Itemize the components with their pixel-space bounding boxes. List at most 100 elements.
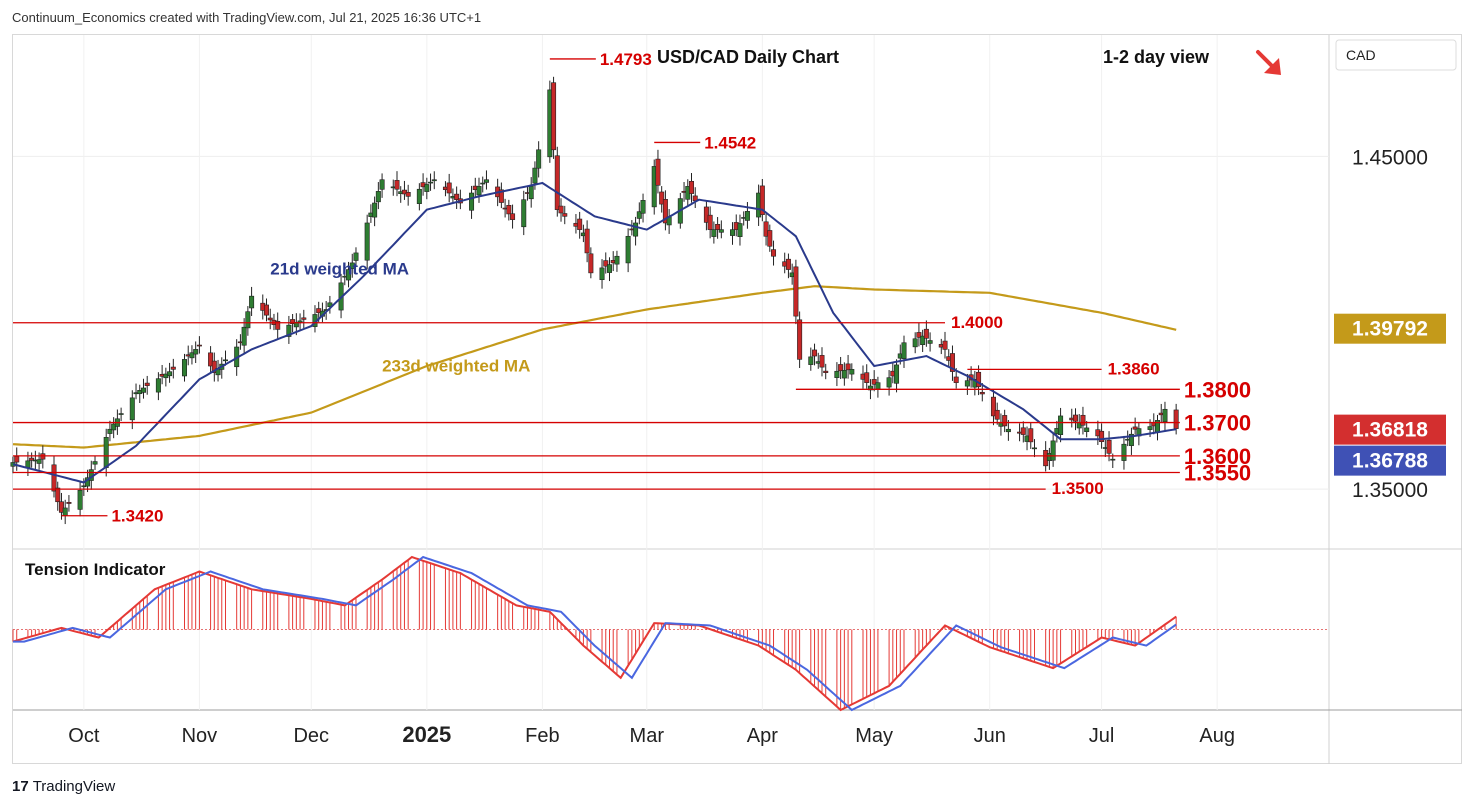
candle-144 (763, 212, 769, 246)
level-label-4: 1.3600 (1184, 444, 1251, 469)
candle-153 (812, 343, 818, 366)
tension-line-red (12, 555, 1177, 712)
candle-141 (744, 202, 750, 229)
candle-6 (40, 445, 46, 469)
tension-line-blue (13, 555, 1177, 712)
down-right-arrow (1256, 50, 1281, 75)
candle-221 (1162, 401, 1168, 431)
candle-216 (1136, 422, 1142, 446)
candle-73 (394, 171, 400, 197)
candle-114 (606, 257, 612, 282)
candle-195 (1028, 422, 1034, 449)
x-tick-label-1: Nov (182, 725, 218, 747)
candle-146 (771, 240, 777, 266)
callout-label-0: 1.4793 (600, 50, 652, 69)
candle-173 (916, 323, 922, 347)
chart-subtitle: 1-2 day view (1103, 47, 1210, 67)
candle-145 (767, 224, 773, 252)
candle-205 (1080, 406, 1086, 435)
candle-167 (886, 370, 892, 396)
series-label-1: 233d weighted MA (382, 357, 530, 376)
candle-36 (196, 336, 202, 354)
price-label-box-0 (1334, 313, 1446, 344)
candle-215 (1132, 417, 1138, 435)
candle-37 (208, 346, 214, 374)
candle-214 (1128, 427, 1134, 455)
candle-180 (949, 345, 955, 381)
candle-165 (871, 370, 877, 392)
price-label-box-1 (1334, 414, 1446, 445)
candle-104 (554, 146, 560, 217)
candle-124 (659, 186, 665, 213)
callout-label-2: 1.3420 (111, 507, 163, 526)
candle-155 (819, 347, 825, 377)
candle-46 (249, 286, 255, 316)
candle-178 (942, 331, 948, 359)
candle-34 (189, 345, 195, 365)
candle-175 (923, 320, 929, 347)
candle-174 (920, 329, 926, 353)
candle-148 (785, 253, 791, 279)
candle-86 (457, 189, 463, 210)
candle-79 (424, 177, 430, 200)
candle-3 (29, 452, 35, 468)
tradingview-logo-text: TradingView (32, 778, 116, 795)
ma233-line (12, 285, 1177, 449)
candle-96 (510, 204, 516, 229)
x-tick-label-3: 2025 (402, 722, 451, 747)
candle-30 (167, 362, 173, 383)
candle-121 (640, 193, 646, 223)
candle-152 (808, 347, 814, 371)
candle-80 (428, 173, 434, 191)
level-label-3: 1.3700 (1184, 411, 1251, 436)
candle-113 (603, 252, 609, 274)
candle-176 (927, 332, 933, 352)
candle-32 (181, 353, 187, 382)
candle-45 (245, 306, 251, 336)
x-tick-label-2: Dec (293, 725, 329, 747)
candle-163 (864, 364, 870, 389)
candle-132 (703, 200, 709, 231)
candle-19 (111, 417, 117, 439)
series-label-0: 21d weighted MA (270, 260, 409, 279)
candle-7 (51, 455, 57, 498)
candle-21 (118, 407, 124, 422)
candle-137 (730, 222, 736, 245)
candle-159 (841, 362, 847, 386)
candle-49 (267, 308, 273, 330)
candle-169 (894, 359, 900, 393)
candle-101 (536, 141, 542, 178)
currency-label: CAD (1346, 47, 1376, 63)
candle-210 (1106, 431, 1112, 462)
candle-89 (476, 177, 482, 203)
candle-203 (1072, 408, 1078, 431)
candles (10, 76, 1179, 525)
candle-120 (636, 202, 642, 225)
candle-8 (55, 481, 61, 511)
tradingview-logo[interactable]: 17 TradingView (12, 778, 115, 795)
candle-35 (193, 341, 199, 364)
y-tick-label-0: 1.45000 (1352, 146, 1428, 169)
candle-11 (66, 495, 72, 512)
candle-44 (241, 318, 247, 354)
candle-87 (469, 185, 475, 219)
candle-160 (845, 354, 851, 379)
candle-143 (759, 179, 765, 222)
candle-95 (506, 199, 512, 221)
x-tick-label-4: Feb (525, 725, 559, 747)
candle-65 (349, 253, 355, 278)
candle-22 (129, 390, 135, 430)
price-label-2: 1.36788 (1352, 450, 1428, 473)
candle-212 (1121, 435, 1127, 470)
candle-185 (976, 365, 982, 396)
candle-158 (838, 356, 844, 380)
candle-85 (454, 186, 460, 209)
candle-67 (364, 214, 370, 270)
candle-31 (170, 358, 176, 379)
currency-box: CAD (1335, 39, 1457, 71)
candle-187 (990, 389, 996, 426)
candle-208 (1099, 423, 1105, 449)
candle-76 (405, 184, 411, 206)
candle-56 (301, 309, 307, 329)
candle-77 (416, 183, 422, 211)
